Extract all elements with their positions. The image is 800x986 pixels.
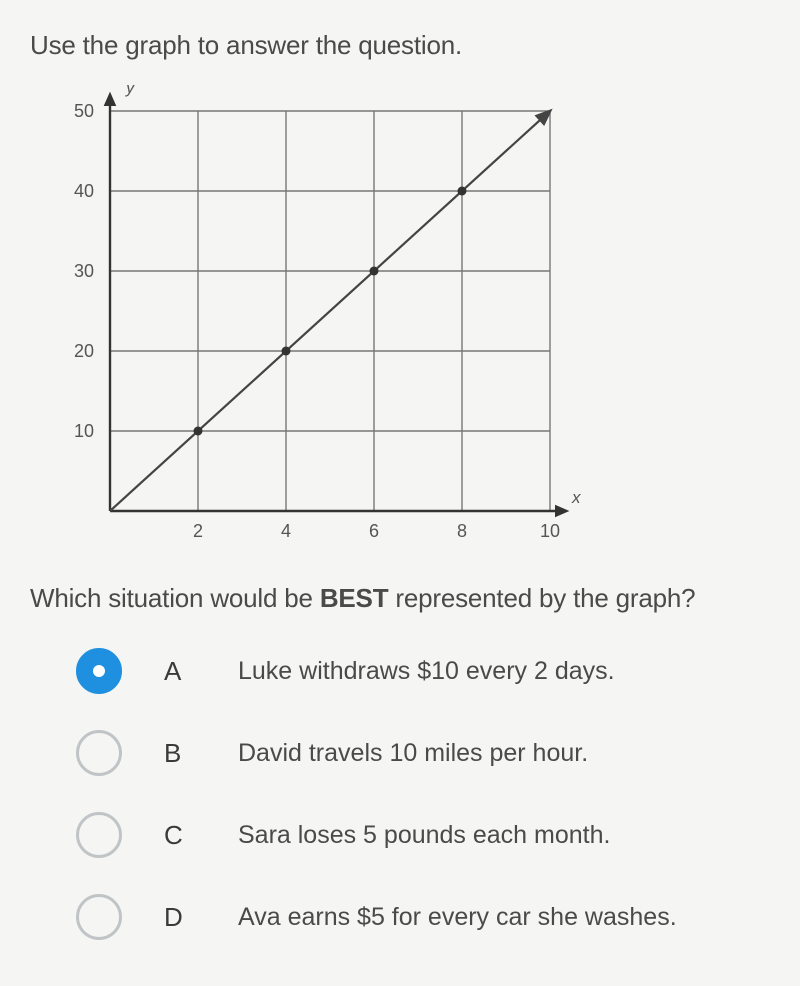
radio-b[interactable] bbox=[76, 730, 122, 776]
svg-text:x: x bbox=[571, 488, 581, 507]
instruction-text: Use the graph to answer the question. bbox=[30, 30, 770, 61]
choice-text: David travels 10 miles per hour. bbox=[238, 739, 588, 768]
choice-text: Ava earns $5 for every car she washes. bbox=[238, 903, 677, 932]
svg-text:10: 10 bbox=[540, 521, 560, 541]
svg-text:50: 50 bbox=[74, 101, 94, 121]
svg-text:6: 6 bbox=[369, 521, 379, 541]
svg-text:4: 4 bbox=[281, 521, 291, 541]
choice-letter: B bbox=[164, 738, 196, 769]
choice-d[interactable]: D Ava earns $5 for every car she washes. bbox=[76, 894, 770, 940]
svg-text:8: 8 bbox=[457, 521, 467, 541]
radio-c[interactable] bbox=[76, 812, 122, 858]
question-bold: BEST bbox=[320, 583, 389, 613]
svg-text:10: 10 bbox=[74, 421, 94, 441]
line-chart: 10 20 30 40 50 2 4 6 8 10 y x bbox=[40, 85, 600, 555]
choice-text: Sara loses 5 pounds each month. bbox=[238, 821, 610, 850]
svg-text:20: 20 bbox=[74, 341, 94, 361]
choice-letter: D bbox=[164, 902, 196, 933]
svg-text:y: y bbox=[125, 85, 136, 97]
radio-a[interactable] bbox=[76, 648, 122, 694]
svg-text:2: 2 bbox=[193, 521, 203, 541]
choice-letter: A bbox=[164, 656, 196, 687]
choice-a[interactable]: A Luke withdraws $10 every 2 days. bbox=[76, 648, 770, 694]
question-pre: Which situation would be bbox=[30, 583, 320, 613]
radio-d[interactable] bbox=[76, 894, 122, 940]
svg-text:40: 40 bbox=[74, 181, 94, 201]
answer-choices: A Luke withdraws $10 every 2 days. B David … bbox=[76, 648, 770, 940]
choice-b[interactable]: B David travels 10 miles per hour. bbox=[76, 730, 770, 776]
choice-c[interactable]: C Sara loses 5 pounds each month. bbox=[76, 812, 770, 858]
question-text: Which situation would be BEST represente… bbox=[30, 583, 770, 614]
question-post: represented by the graph? bbox=[388, 583, 695, 613]
choice-letter: C bbox=[164, 820, 196, 851]
svg-text:30: 30 bbox=[74, 261, 94, 281]
choice-text: Luke withdraws $10 every 2 days. bbox=[238, 657, 615, 686]
